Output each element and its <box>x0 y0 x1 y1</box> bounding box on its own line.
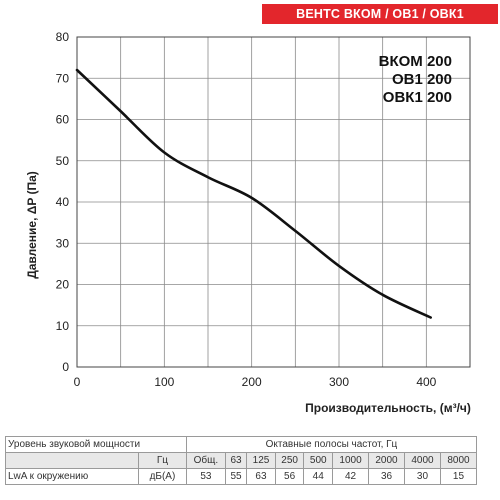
octave-bands-label: Октавные полосы частот, Гц <box>185 436 478 453</box>
x-tick-label: 400 <box>416 375 436 389</box>
frequency-cell: 63 <box>224 452 248 469</box>
frequency-cell: 8000 <box>439 452 478 469</box>
sound-value-cell: 53 <box>185 468 226 485</box>
y-tick-label: 30 <box>56 236 70 250</box>
fan-curve-line <box>75 68 432 319</box>
y-tick-label: 70 <box>56 71 70 85</box>
y-axis-label: Давление, ΔP (Па) <box>25 171 39 279</box>
sound-value-cell: 42 <box>332 468 370 485</box>
dba-unit: дБ(А) <box>137 468 187 485</box>
y-tick-label: 0 <box>62 360 69 374</box>
model-label: ВКОМ 200 <box>379 53 452 70</box>
frequency-cell: 1000 <box>332 452 370 469</box>
sound-value-cell: 15 <box>439 468 478 485</box>
model-label: ОВ1 200 <box>392 71 452 88</box>
y-tick-label: 40 <box>56 195 70 209</box>
frequency-row: Гц Общ. 63 125 250 500 1000 2000 4000 8000 <box>5 452 478 469</box>
frequency-cell: 500 <box>303 452 334 469</box>
model-label: ОВК1 200 <box>383 89 452 106</box>
y-tick-label: 50 <box>56 154 70 168</box>
frequency-cell: 4000 <box>403 452 441 469</box>
frequency-cell: Общ. <box>185 452 226 469</box>
sound-value-cell: 55 <box>224 468 248 485</box>
pressure-flow-chart: 0 10 20 30 40 50 60 70 80 0 100 200 300 400 ВКОМ 200… <box>25 30 471 415</box>
hz-unit: Гц <box>137 452 187 469</box>
x-tick-labels: 0 100 200 300 400 <box>74 375 437 389</box>
grid <box>76 36 471 368</box>
plot-frame <box>76 36 471 368</box>
values-row: LwA к окружению дБ(А) 53 55 63 56 44 42 36 30 15 <box>5 468 478 485</box>
y-tick-label: 10 <box>56 319 70 333</box>
sound-value-cell: 36 <box>368 468 405 485</box>
sound-power-label: Уровень звуковой мощности <box>5 436 187 453</box>
x-axis-label: Производительность, (м³/ч) <box>305 401 471 415</box>
frequency-cell: 2000 <box>368 452 405 469</box>
x-tick-label: 0 <box>74 375 81 389</box>
series-banner: ВЕНТС ВКОМ / ОВ1 / ОВК1 <box>262 4 498 24</box>
x-tick-label: 200 <box>242 375 262 389</box>
sound-value-cell: 63 <box>246 468 276 485</box>
sound-power-table: Уровень звуковой мощности Октавные полос… <box>5 436 478 485</box>
y-tick-label: 20 <box>56 278 70 292</box>
table-header-row: Уровень звуковой мощности Октавные полос… <box>5 436 478 453</box>
y-tick-label: 80 <box>56 30 70 44</box>
sound-value-cell: 44 <box>303 468 334 485</box>
y-tick-labels: 0 10 20 30 40 50 60 70 80 <box>56 30 70 374</box>
sound-value-cell: 56 <box>274 468 305 485</box>
sound-value-cell: 30 <box>403 468 441 485</box>
lwa-label: LwA к окружению <box>5 468 139 485</box>
frequency-cell: 125 <box>246 452 276 469</box>
frequency-cell: 250 <box>274 452 305 469</box>
x-tick-label: 300 <box>329 375 349 389</box>
y-tick-label: 60 <box>56 113 70 127</box>
x-tick-label: 100 <box>154 375 174 389</box>
